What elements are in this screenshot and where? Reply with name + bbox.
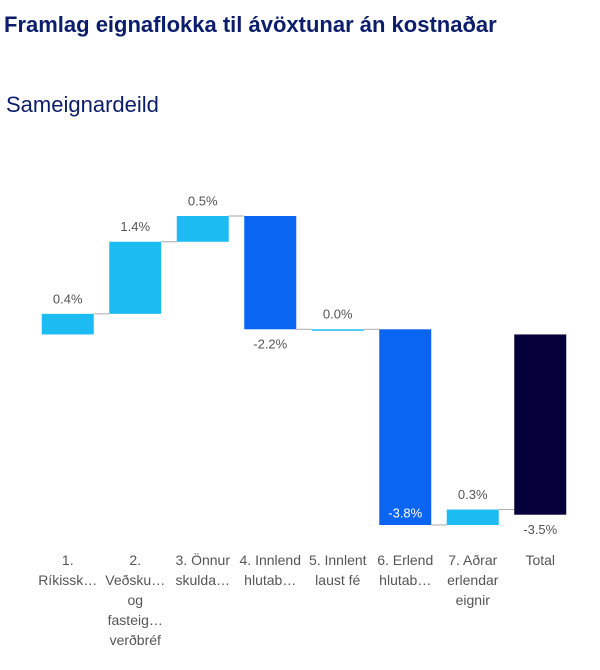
bar bbox=[379, 329, 432, 525]
x-tick-label: 1. Ríkissk… bbox=[38, 552, 98, 588]
value-label: 1.4% bbox=[120, 219, 150, 234]
x-tick-label: Total bbox=[525, 552, 556, 568]
x-tick-label: 5. Innlent laust fé bbox=[308, 552, 367, 588]
value-label: -3.8% bbox=[388, 505, 422, 520]
bar bbox=[176, 216, 229, 242]
bar bbox=[41, 313, 94, 335]
value-label: 0.0% bbox=[323, 307, 353, 322]
chart-title: Framlag eignaflokka til ávöxtunar án kos… bbox=[4, 12, 497, 37]
x-tick-label: 6. Erlend hlutab… bbox=[377, 552, 434, 588]
bar bbox=[311, 329, 364, 331]
value-label: 0.3% bbox=[458, 487, 488, 502]
x-tick-label: 2. Veðsku… og fasteig… verðbréf bbox=[105, 552, 166, 648]
chart-subtitle: Sameignardeild bbox=[6, 92, 159, 117]
value-label: 0.5% bbox=[188, 193, 218, 208]
bar bbox=[244, 216, 297, 330]
x-tick-label: 4. Innlend hlutab… bbox=[239, 552, 302, 588]
value-label: -3.5% bbox=[523, 522, 557, 537]
value-label: -2.2% bbox=[253, 337, 287, 352]
value-label: 0.4% bbox=[53, 291, 83, 306]
x-tick-label: 7. Aðrar erlendar eignir bbox=[447, 552, 499, 608]
x-tick-label: 3. Önnur skulda… bbox=[175, 552, 230, 588]
bar bbox=[514, 334, 567, 515]
bar bbox=[109, 241, 162, 314]
bar bbox=[446, 509, 499, 525]
